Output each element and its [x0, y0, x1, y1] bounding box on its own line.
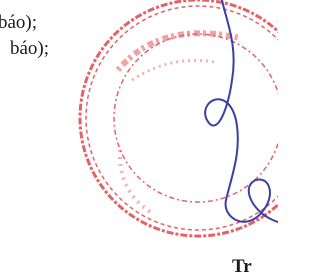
text-line: báo);	[10, 38, 49, 59]
page: {"document": {"lines": ["báo);", "báo);"…	[0, 0, 278, 280]
text-line: báo);	[0, 12, 37, 33]
document-crop: báo); báo); Tr	[0, 0, 278, 280]
signer-name: Tr	[232, 256, 252, 277]
